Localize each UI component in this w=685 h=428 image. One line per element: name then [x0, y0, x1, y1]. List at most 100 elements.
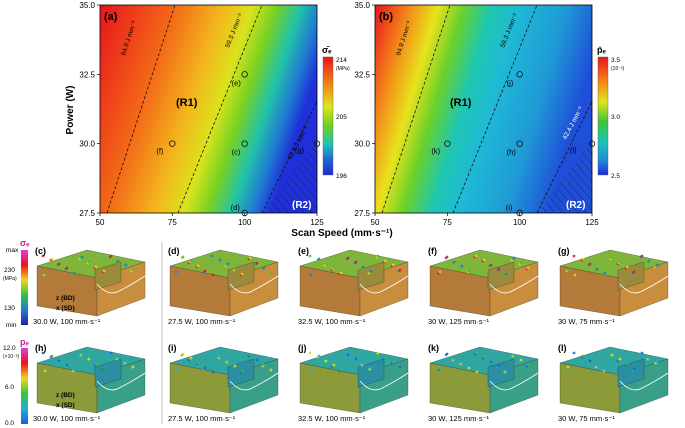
process-point-label: (g) [295, 146, 305, 155]
block-panel-label: (j) [298, 343, 307, 353]
grain-speck [109, 254, 113, 258]
colorbar-b-tick-mid: 3.0 [611, 114, 620, 121]
panel-a-r2-hatch [262, 140, 317, 213]
grain-speck [240, 272, 244, 276]
iso-line-2 [177, 5, 263, 213]
melt-pool-boundary [229, 275, 279, 294]
block-caption: 30 W, 125 mm·s⁻¹ [428, 317, 490, 326]
grain-speck [618, 260, 622, 264]
grain-speck [248, 353, 252, 357]
grain-speck [369, 366, 373, 370]
grain-speck [354, 260, 358, 264]
grain-speck [354, 357, 358, 361]
microstructure-block [169, 249, 279, 317]
panel-b-points: (j) (k) (h) (l) (i) [431, 71, 596, 217]
iso-line-3 [261, 100, 317, 213]
grain-speck [116, 259, 120, 263]
process-point-label: (l) [570, 146, 577, 155]
panel-a: (a) 94.9 J mm⁻³ 59.3 J mm⁻³ 42.4 J mm⁻³ … [79, 1, 350, 227]
grain-speck [233, 267, 237, 271]
grain-speck [308, 254, 312, 258]
grain-speck [72, 271, 76, 275]
grain-speck [248, 256, 252, 260]
y-tick-label: 27.5 [79, 209, 95, 218]
grain-speck [474, 351, 478, 355]
grain-speck [519, 261, 523, 265]
process-point-label: (j) [507, 78, 514, 87]
p-legend: pₑ 12.0 (×10⁻²) 6.0 0.0 [3, 337, 29, 427]
grain-speck [383, 259, 387, 263]
grain-speck [460, 361, 464, 365]
process-point-label: (i) [506, 203, 513, 212]
block-notch [357, 261, 385, 291]
y-tick-label: 32.5 [79, 70, 95, 79]
grain-speck [50, 257, 54, 261]
iso-line-1 [106, 5, 176, 213]
grain-speck [109, 351, 113, 355]
block-panel-label: (h) [35, 343, 47, 353]
grain-speck [80, 352, 84, 356]
grain-speck [308, 351, 312, 355]
block-panel-label: (c) [35, 246, 46, 256]
colorbar-a-unit: (MPa) [336, 66, 350, 72]
grain-speck [445, 255, 449, 259]
grain-speck [526, 363, 530, 367]
grain-speck [489, 360, 493, 364]
axis-x-label: x (SD) [56, 305, 75, 312]
grain-speck [474, 254, 478, 258]
grain-speck [255, 358, 259, 362]
grain-speck [603, 368, 607, 372]
grain-speck [618, 357, 622, 361]
grain-speck [218, 355, 222, 359]
microstructure-block [429, 249, 539, 317]
colorbar-a-symbol: σ̄ₑ [322, 45, 332, 55]
block-panel-label: (g) [558, 246, 570, 256]
grain-speck [94, 362, 98, 366]
grain-speck [65, 363, 69, 367]
grain-speck [189, 356, 193, 360]
panel-a-points: (e) (f) (c) (g) (d) [156, 71, 321, 217]
grain-speck [211, 273, 215, 277]
block-caption: 30 W, 125 mm·s⁻¹ [428, 414, 490, 423]
legend-p-v2: 0.0 [5, 420, 14, 427]
grain-speck [452, 260, 456, 264]
grain-speck [189, 259, 193, 263]
colorbar-b [597, 56, 609, 176]
grain-speck [526, 266, 530, 270]
melt-pool-boundary [489, 275, 539, 294]
grain-speck [210, 351, 214, 355]
grain-speck [482, 258, 486, 262]
grain-speck [467, 366, 471, 370]
y-tick-label: 35.0 [354, 1, 370, 10]
grain-speck [210, 254, 214, 258]
block-notch [94, 261, 122, 291]
y-tick-label: 27.5 [354, 209, 370, 218]
iso-line-3 [536, 100, 592, 213]
grain-speck [398, 268, 402, 272]
x-tick-label: 125 [585, 218, 599, 227]
grain-speck [610, 353, 614, 357]
grain-speck [196, 361, 200, 365]
grain-speck [181, 255, 185, 259]
grain-speck [43, 369, 47, 373]
grain-speck [588, 359, 592, 363]
axis-z-label: z (BD) [56, 392, 75, 399]
colorbar-a-tick-mid: 205 [336, 114, 347, 121]
grain-speck [625, 362, 629, 366]
panel-a-label: (a) [104, 11, 118, 23]
legend-sigma-v1: 230 [4, 267, 15, 274]
grain-speck [581, 354, 585, 358]
grain-speck [102, 269, 106, 273]
region-label-r2: (R2) [292, 200, 311, 211]
microstructure-block [36, 249, 146, 317]
x-tick-label: 125 [310, 218, 324, 227]
p-legend-bar [21, 348, 28, 424]
legend-p-v0: 12.0 [3, 345, 16, 352]
process-point [516, 140, 523, 147]
block-notch [357, 358, 385, 388]
legend-sigma-v2: 130 [4, 305, 15, 312]
process-point-label: (f) [156, 147, 164, 156]
block-caption: 30 W, 75 mm·s⁻¹ [558, 414, 615, 423]
grain-speck [174, 367, 178, 371]
grain-speck [632, 367, 636, 371]
